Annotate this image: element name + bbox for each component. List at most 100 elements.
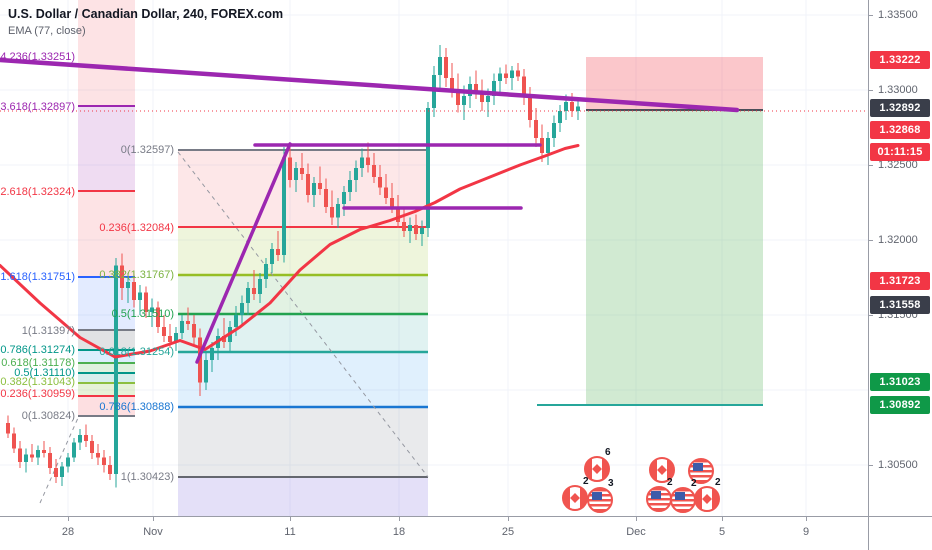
candle-body: [48, 453, 52, 468]
time-axis[interactable]: 28 Nov 11 18 25 Dec 5 9: [0, 516, 932, 550]
candle-body: [162, 327, 166, 336]
candle-body: [456, 90, 460, 105]
candle-body: [546, 138, 550, 153]
candle-body: [60, 466, 64, 477]
fib-level-label: 0.618(1.31178): [1, 357, 75, 369]
ema-line[interactable]: [0, 144, 580, 359]
fib-retracement-zone: [178, 407, 428, 477]
candle-body: [300, 168, 304, 174]
us-flag-event-icon[interactable]: [646, 486, 672, 512]
canada-flag-event-icon[interactable]: [694, 486, 720, 512]
candle-body: [498, 73, 502, 81]
candle-body: [348, 180, 352, 192]
price-badge: 1.31023: [870, 373, 930, 391]
ascending-trendline[interactable]: [195, 142, 292, 364]
price-tick-mark: [869, 465, 873, 466]
candle-body: [396, 207, 400, 222]
time-tick-label: Dec: [626, 526, 646, 538]
candle-body: [420, 228, 424, 234]
candle-body: [492, 81, 496, 96]
candle-body: [408, 225, 412, 231]
time-tick-label: 25: [501, 526, 515, 538]
price-badge: 1.32892: [870, 99, 930, 117]
candle-body: [570, 102, 574, 111]
fib-extension-band-zone: [78, 277, 135, 330]
price-tick-label: 1.33500: [878, 9, 918, 21]
candle-body: [24, 454, 28, 462]
price-tick-mark: [869, 315, 873, 316]
fib-level-label: 3.618(1.32897): [0, 101, 75, 113]
candle-body: [444, 57, 448, 78]
candle-body: [480, 93, 484, 102]
fib-level-label: 0(1.30824): [21, 410, 75, 422]
candle-body: [192, 324, 196, 338]
fib-retracement-zone: [178, 477, 428, 516]
reward-zone-green: [586, 110, 763, 404]
candle-body: [510, 70, 514, 78]
candle-body: [240, 303, 244, 315]
candle-body: [372, 165, 376, 177]
time-tick-label: 9: [802, 526, 810, 538]
candle-body: [210, 348, 214, 360]
candle-body: [438, 57, 442, 75]
us-flag-event-icon[interactable]: [670, 487, 696, 513]
candle-body: [354, 168, 358, 180]
indicator-label[interactable]: EMA (77, close): [8, 25, 86, 37]
price-pane[interactable]: 4.236(1.33251) 3.618(1.32897) 2.618(1.3232…: [0, 0, 868, 516]
candle-body: [132, 282, 136, 300]
candle-body: [336, 204, 340, 218]
candle-body: [30, 454, 34, 458]
price-badge: 1.33222: [870, 51, 930, 69]
candle-body: [168, 336, 172, 342]
fib-level-label: 1.618(1.31751): [0, 271, 75, 283]
candle-body: [450, 78, 454, 90]
symbol-title[interactable]: U.S. Dollar / Canadian Dollar, 240, FORE…: [8, 7, 284, 21]
fib-level-label: 0.236(1.30959): [0, 388, 75, 400]
candle-body: [258, 279, 262, 294]
candle-body: [36, 450, 40, 458]
fib-level-label: 0.5(1.31510): [111, 308, 174, 320]
candle-body: [264, 264, 268, 279]
time-tick-label: 18: [392, 526, 406, 538]
event-count: 3: [608, 478, 614, 489]
us-flag-event-icon[interactable]: [587, 487, 613, 513]
canada-flag-event-icon[interactable]: [562, 485, 588, 511]
time-tick-label: 5: [718, 526, 726, 538]
us-flag-event-icon[interactable]: [688, 458, 714, 484]
price-axis[interactable]: 1.33500 1.33000 1.32500 1.32000 1.31500 1.305…: [868, 0, 932, 516]
time-tick-label: 11: [284, 526, 296, 538]
candle-body: [558, 111, 562, 123]
candle-body: [522, 76, 526, 98]
price-badge: 1.30892: [870, 396, 930, 414]
canada-flag-event-icon[interactable]: [584, 456, 610, 482]
candle-body: [96, 453, 100, 458]
economic-events-layer: 6 2 3 2 2 2: [0, 0, 868, 516]
candle-body: [138, 292, 142, 300]
candle-body: [54, 468, 58, 477]
time-tick-label: 28: [61, 526, 75, 538]
event-count: 2: [667, 477, 673, 488]
candle-body: [6, 423, 10, 434]
price-badge: 1.31558: [870, 296, 930, 314]
candle-body: [120, 265, 124, 288]
price-tick-label: 1.32500: [878, 159, 918, 171]
price-badge: 1.32868: [870, 121, 930, 139]
fib-level-label: 0.5(1.31110): [14, 367, 75, 379]
descending-trendline[interactable]: [0, 57, 740, 113]
candle-body: [72, 442, 76, 458]
candle-body: [144, 292, 148, 312]
candle-body: [318, 183, 322, 189]
time-tick-mark: [722, 517, 723, 521]
candle-body: [306, 174, 310, 195]
fib-extension-band-zone: [78, 106, 135, 191]
fib-level-label: 0.786(1.31274): [0, 344, 75, 356]
chart-canvas[interactable]: [0, 0, 868, 516]
candle-body: [552, 123, 556, 138]
candle-body: [402, 222, 406, 231]
candle-body: [156, 307, 160, 327]
candle-body: [294, 168, 298, 180]
canada-flag-event-icon[interactable]: [649, 457, 675, 483]
fib-level-label: 4.236(1.33251): [0, 51, 75, 63]
candle-body: [378, 177, 382, 188]
